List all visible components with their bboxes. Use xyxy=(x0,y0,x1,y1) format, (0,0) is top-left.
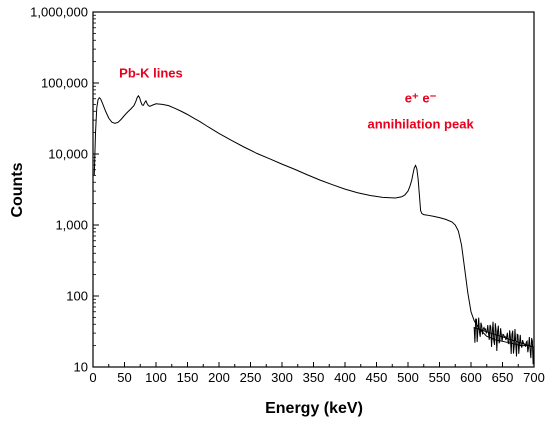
x-tick-label: 200 xyxy=(208,370,230,385)
annotation-label: annihilation peak xyxy=(368,116,475,131)
y-tick-label: 100,000 xyxy=(41,76,88,91)
x-tick-label: 450 xyxy=(366,370,388,385)
x-tick-label: 250 xyxy=(240,370,262,385)
annotations: Pb-K lines e⁺ e⁻ annihilation peak xyxy=(119,65,474,131)
y-tick-label: 1,000,000 xyxy=(30,5,88,20)
x-tick-label: 700 xyxy=(523,370,545,385)
x-axis-title: Energy (keV) xyxy=(265,400,363,417)
x-tick-label: 500 xyxy=(397,370,419,385)
spectrum-line xyxy=(93,94,535,365)
x-tick-label: 400 xyxy=(334,370,356,385)
y-tick-label: 100 xyxy=(66,289,88,304)
x-tick-label: 150 xyxy=(177,370,199,385)
y-tick-label: 1,000 xyxy=(55,218,88,233)
x-tick-label: 650 xyxy=(492,370,514,385)
x-tick-label: 300 xyxy=(271,370,293,385)
x-tick-label: 350 xyxy=(303,370,325,385)
x-axis: 0 50 100 150 200 250 300 350 400 450 500 550 600 650 7… xyxy=(89,362,545,385)
annotation-label: e⁺ e⁻ xyxy=(405,91,437,106)
x-tick-label: 50 xyxy=(117,370,131,385)
x-tick-label: 600 xyxy=(460,370,482,385)
y-tick-label: 10,000 xyxy=(48,147,88,162)
y-axis: 10 100 1,000 10,000 100,000 1,000,000 xyxy=(30,5,99,375)
x-tick-label: 0 xyxy=(89,370,96,385)
x-tick-label: 550 xyxy=(429,370,451,385)
y-axis-title: Counts xyxy=(9,162,26,217)
x-tick-label: 100 xyxy=(145,370,167,385)
annotation-label: Pb-K lines xyxy=(119,65,183,80)
y-tick-label: 10 xyxy=(74,360,88,375)
